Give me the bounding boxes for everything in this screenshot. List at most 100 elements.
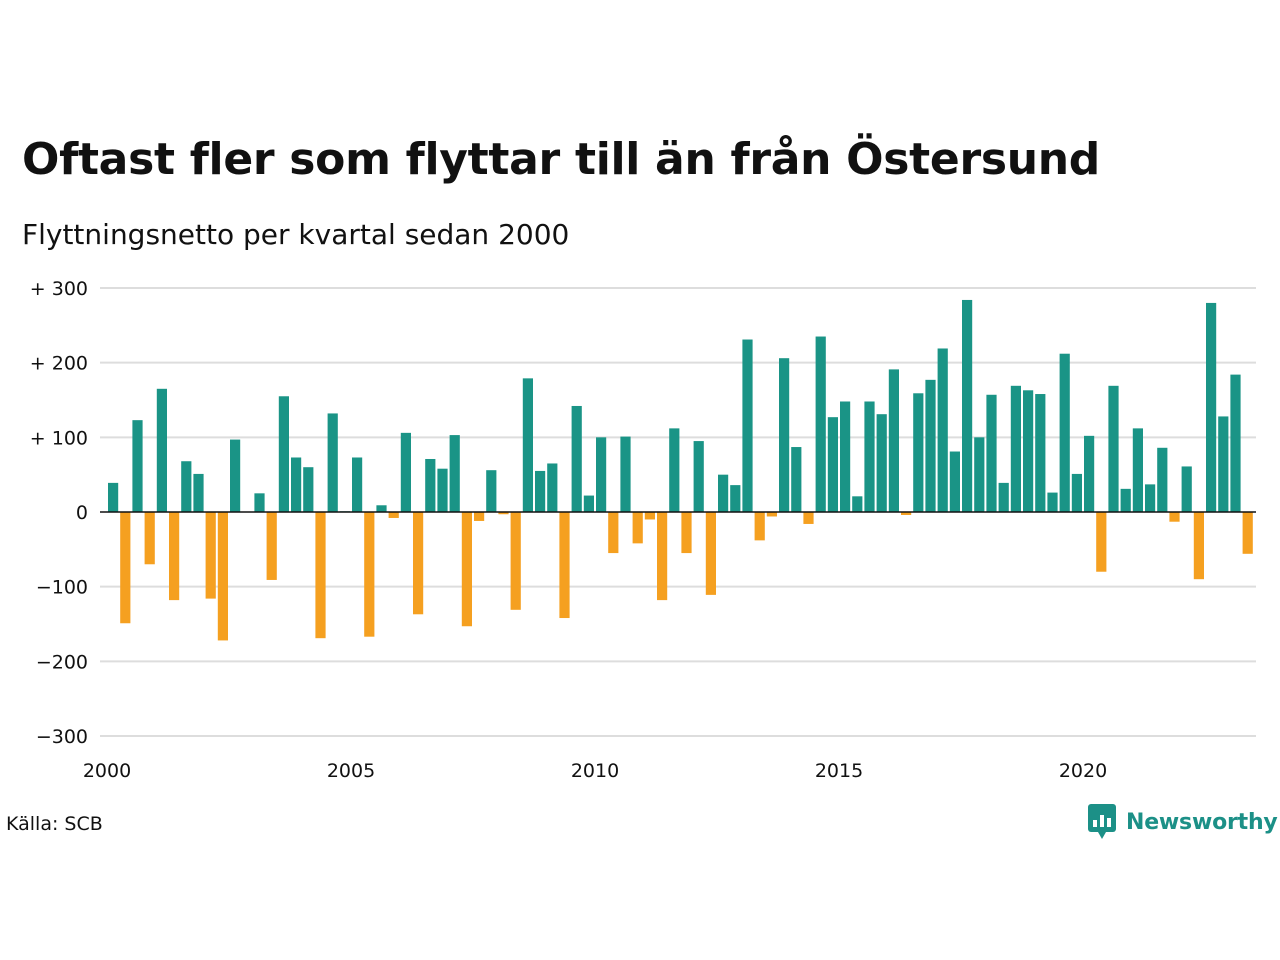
bar — [937, 348, 948, 512]
bar — [974, 437, 985, 512]
brand-name: Newsworthy — [1126, 809, 1278, 835]
x-tick-label: 2020 — [1059, 760, 1107, 782]
y-tick-label: + 200 — [30, 353, 88, 375]
bar — [608, 512, 619, 554]
bar — [156, 388, 167, 512]
y-tick-label: −100 — [36, 577, 88, 599]
bar — [803, 512, 814, 524]
bar — [364, 512, 375, 637]
bar — [181, 461, 192, 512]
bar — [1206, 302, 1217, 512]
bar — [266, 512, 277, 580]
y-tick-label: 0 — [76, 502, 88, 524]
bar — [510, 512, 521, 610]
bar — [1023, 390, 1034, 512]
bar — [827, 417, 838, 512]
bar — [376, 505, 387, 512]
bar — [583, 495, 594, 512]
bar — [681, 512, 692, 554]
bar — [815, 336, 826, 512]
bar — [1096, 512, 1107, 572]
bar — [535, 470, 546, 512]
bar — [230, 439, 241, 512]
x-tick-label: 2000 — [83, 760, 131, 782]
bar — [1084, 435, 1095, 512]
bar — [888, 369, 899, 512]
chart-subtitle: Flyttningsnetto per kvartal sedan 2000 — [22, 218, 570, 251]
bar — [388, 512, 399, 518]
bar — [1047, 492, 1058, 512]
bar — [1157, 447, 1168, 512]
source-note: Källa: SCB — [6, 813, 103, 835]
bar — [108, 482, 119, 512]
bar — [474, 512, 485, 521]
bar — [693, 441, 704, 512]
bar — [1071, 473, 1082, 512]
bar — [876, 414, 887, 512]
y-tick-label: + 300 — [30, 278, 88, 300]
bar — [705, 512, 716, 595]
bar — [766, 512, 777, 517]
bar — [120, 512, 131, 624]
bars — [108, 299, 1253, 641]
bar — [303, 467, 314, 512]
bar — [437, 468, 448, 512]
bar — [1108, 385, 1119, 512]
bar — [742, 339, 753, 512]
bar — [425, 458, 436, 512]
bar — [169, 512, 180, 601]
bar — [1218, 416, 1229, 512]
bar — [1230, 374, 1241, 512]
bar — [571, 405, 582, 512]
bar — [291, 457, 302, 512]
bar — [1035, 394, 1046, 512]
bar — [1145, 484, 1156, 512]
bar — [400, 432, 411, 512]
y-axis-ticks: + 300 + 200 + 100 0 −100 −200 −300 — [30, 278, 88, 748]
x-tick-label: 2010 — [571, 760, 619, 782]
bar — [254, 493, 265, 512]
bar — [193, 473, 204, 512]
bar — [596, 437, 607, 512]
bar — [1059, 353, 1070, 512]
bar — [547, 463, 558, 512]
bar — [913, 393, 924, 512]
bar — [840, 401, 851, 512]
brand-logo[interactable]: Newsworthy — [1088, 804, 1278, 840]
bar — [413, 512, 424, 615]
bar — [498, 512, 509, 515]
bar — [132, 420, 143, 512]
x-tick-label: 2015 — [815, 760, 863, 782]
bar — [791, 447, 802, 512]
bar — [1193, 512, 1204, 580]
newsworthy-logo-icon — [1088, 804, 1116, 839]
bar — [949, 451, 960, 512]
bar — [144, 512, 155, 565]
bar — [278, 396, 289, 512]
bar — [620, 436, 631, 512]
bar — [644, 512, 655, 520]
x-tick-label: 2005 — [327, 760, 375, 782]
bar — [986, 394, 997, 512]
bar — [205, 512, 216, 599]
bar-chart: + 300 + 200 + 100 0 −100 −200 −300 2000 2005 201… — [30, 278, 1256, 782]
y-tick-label: −200 — [36, 651, 88, 673]
bar — [998, 482, 1009, 512]
bar — [852, 496, 863, 512]
bar — [315, 512, 326, 639]
bar — [1169, 512, 1180, 522]
bar — [669, 428, 680, 512]
bar — [901, 512, 912, 515]
bar — [962, 299, 973, 512]
bar — [632, 512, 643, 544]
bar — [1132, 428, 1143, 512]
bar — [657, 512, 668, 601]
bar — [718, 474, 729, 512]
bar — [461, 512, 472, 627]
bar — [754, 512, 765, 541]
y-tick-label: + 100 — [30, 427, 88, 449]
y-tick-label: −300 — [36, 726, 88, 748]
bar — [1242, 512, 1253, 554]
bar — [449, 435, 460, 512]
bar — [779, 358, 790, 512]
